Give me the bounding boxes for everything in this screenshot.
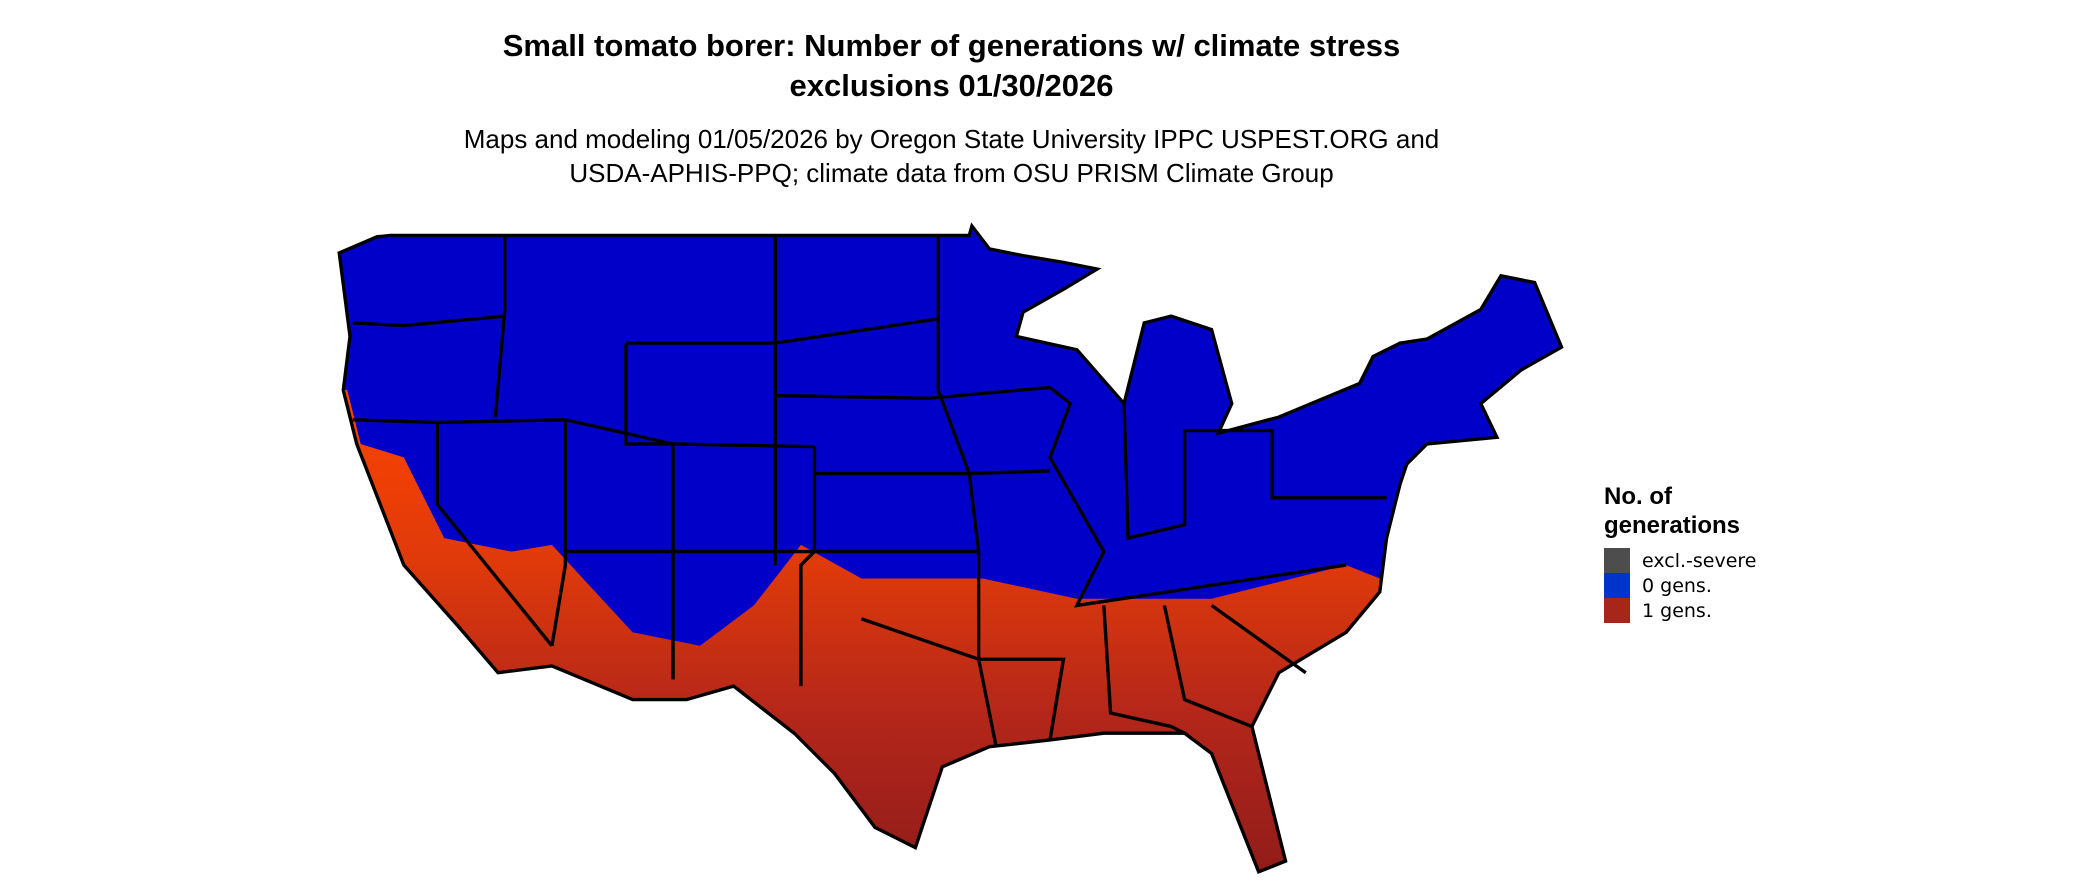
title-line-1: Small tomato borer: Number of generation… — [502, 28, 1401, 63]
legend-title: No. of generations — [1604, 482, 1757, 540]
legend-swatch — [1604, 598, 1630, 623]
legend-label: excl.-severe — [1642, 549, 1757, 572]
legend-title-line-1: No. of — [1604, 483, 1672, 510]
legend: No. of generations excl.-severe 0 gens. … — [1604, 482, 1757, 623]
map-title: Small tomato borer: Number of generation… — [0, 26, 1903, 106]
legend-label: 1 gens. — [1642, 599, 1712, 622]
legend-swatch — [1604, 548, 1630, 573]
map-subtitle: Maps and modeling 01/05/2026 by Oregon S… — [0, 122, 1903, 190]
legend-swatch — [1604, 573, 1630, 598]
legend-label: 0 gens. — [1642, 574, 1712, 597]
state-borders — [337, 224, 1564, 874]
legend-item-0-gens: 0 gens. — [1604, 573, 1757, 598]
subtitle-line-1: Maps and modeling 01/05/2026 by Oregon S… — [463, 124, 1440, 154]
legend-title-line-2: generations — [1604, 512, 1741, 539]
legend-item-excl-severe: excl.-severe — [1604, 548, 1757, 573]
title-line-2: exclusions 01/30/2026 — [789, 68, 1114, 103]
legend-item-1-gens: 1 gens. — [1604, 598, 1757, 623]
subtitle-line-2: USDA-APHIS-PPQ; climate data from OSU PR… — [569, 158, 1334, 188]
